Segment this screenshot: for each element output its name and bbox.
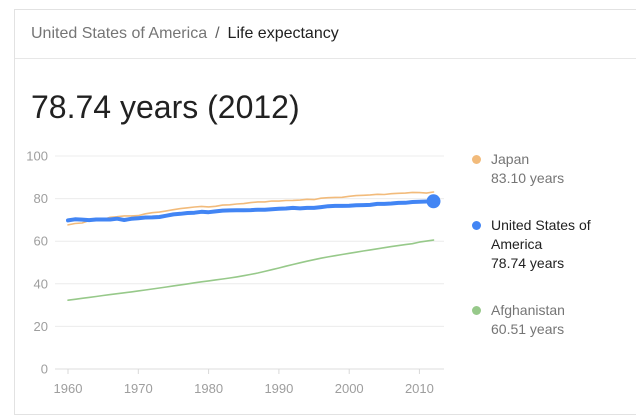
legend-label: Japan bbox=[491, 151, 530, 167]
legend-value: 78.74 years bbox=[491, 255, 565, 271]
united-states-series-dot-icon bbox=[472, 221, 481, 230]
svg-text:100: 100 bbox=[26, 149, 48, 164]
svg-text:1960: 1960 bbox=[54, 381, 83, 396]
breadcrumb-separator: / bbox=[215, 25, 220, 42]
legend-item-united-states[interactable]: United States of America 78.74 years bbox=[472, 216, 630, 273]
svg-text:0: 0 bbox=[41, 362, 48, 377]
breadcrumb: United States of America / Life expectan… bbox=[15, 10, 636, 59]
legend-value: 60.51 years bbox=[491, 321, 565, 337]
breadcrumb-current[interactable]: Life expectancy bbox=[227, 25, 339, 42]
svg-text:1970: 1970 bbox=[124, 381, 153, 396]
knowledge-panel-card: United States of America / Life expectan… bbox=[14, 9, 636, 415]
chart-legend: Japan 83.10 years United States of Ameri… bbox=[472, 150, 630, 367]
svg-text:1990: 1990 bbox=[264, 381, 293, 396]
japan-series-dot-icon bbox=[472, 155, 481, 164]
legend-label: United States of America bbox=[491, 217, 591, 252]
legend-label: Afghanistan bbox=[491, 302, 565, 318]
svg-text:40: 40 bbox=[34, 276, 48, 291]
svg-text:2000: 2000 bbox=[335, 381, 364, 396]
svg-text:60: 60 bbox=[34, 234, 48, 249]
legend-item-afghanistan[interactable]: Afghanistan 60.51 years bbox=[472, 301, 630, 339]
svg-text:2010: 2010 bbox=[405, 381, 434, 396]
legend-item-japan[interactable]: Japan 83.10 years bbox=[472, 150, 630, 188]
svg-text:80: 80 bbox=[34, 191, 48, 206]
breadcrumb-parent[interactable]: United States of America bbox=[31, 25, 208, 42]
svg-text:1980: 1980 bbox=[194, 381, 223, 396]
afghanistan-series-dot-icon bbox=[472, 306, 481, 315]
page-title: 78.74 years (2012) bbox=[31, 89, 300, 125]
svg-text:20: 20 bbox=[34, 319, 48, 334]
legend-value: 83.10 years bbox=[491, 170, 565, 186]
